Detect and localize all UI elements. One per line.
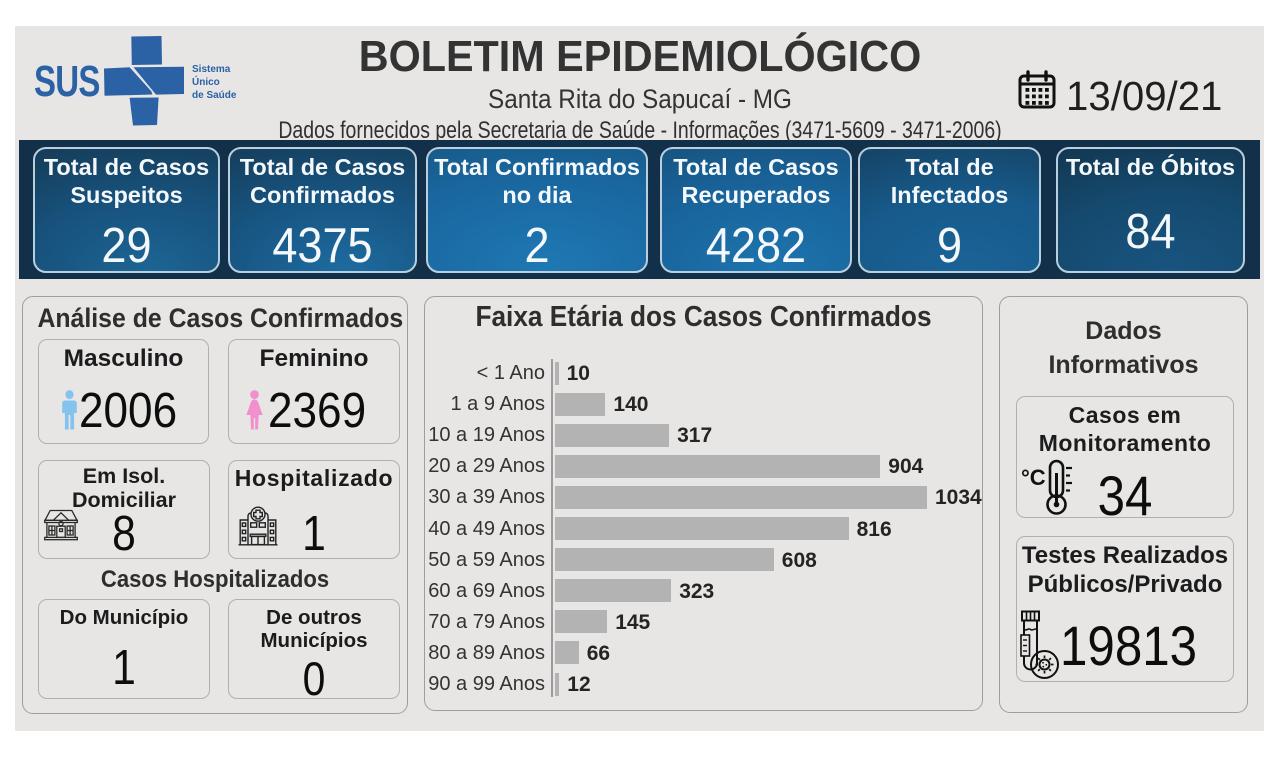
svg-text:°C: °C	[1021, 465, 1046, 490]
